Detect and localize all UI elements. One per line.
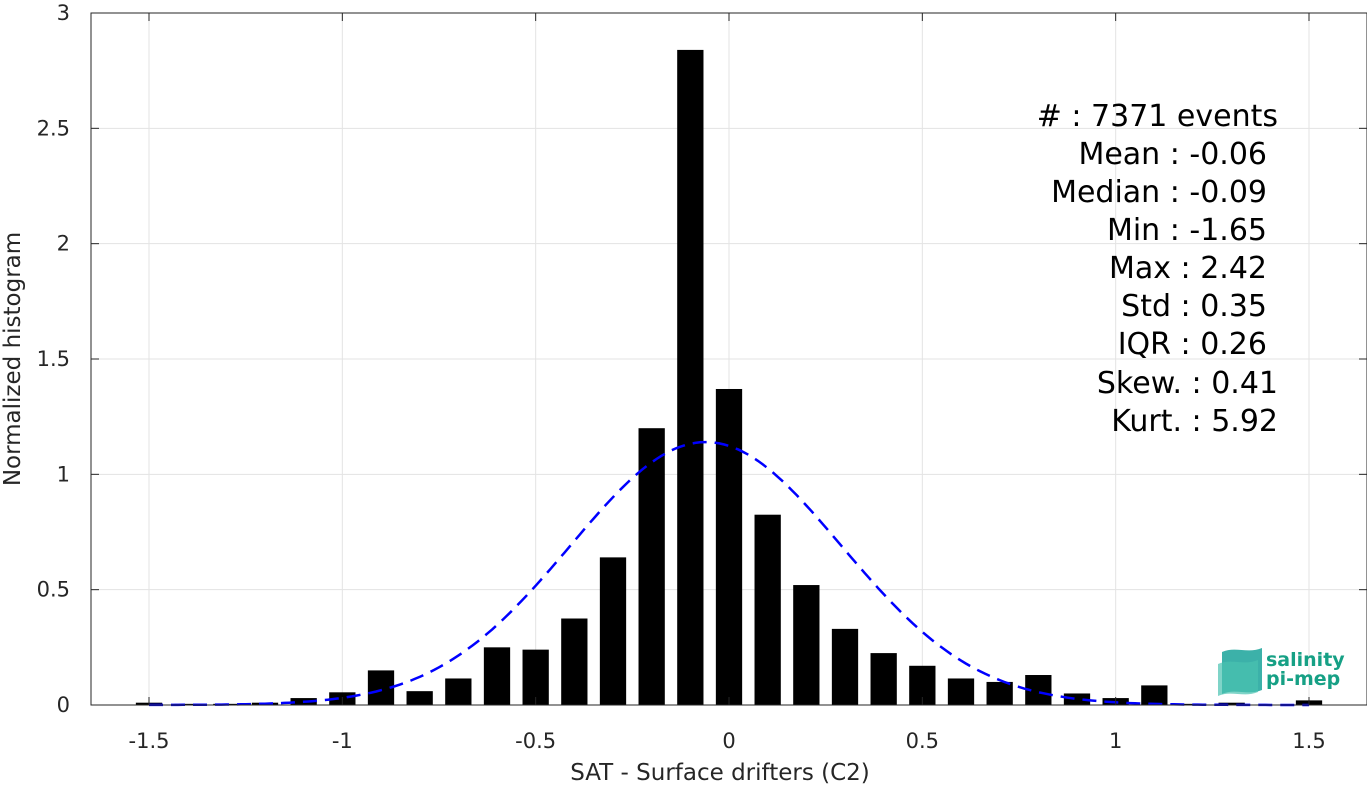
- logo-line1: salinity: [1266, 649, 1345, 671]
- y-tick-label: 1.5: [37, 347, 70, 371]
- stat-iqr: IQR : 0.26: [1118, 327, 1267, 362]
- x-tick-label: 1.5: [1292, 729, 1325, 753]
- x-tick-label: -0.5: [515, 729, 556, 753]
- stat-median: Median : -0.09: [1051, 175, 1267, 210]
- x-tick-label: 0.5: [906, 729, 939, 753]
- x-tick-label: -1: [332, 729, 353, 753]
- stat-std: Std : 0.35: [1121, 289, 1267, 324]
- stat-kurt: Kurt. : 5.92: [1111, 404, 1278, 439]
- histogram-bar: [1063, 693, 1091, 705]
- stat-skew: Skew. : 0.41: [1097, 366, 1278, 401]
- salinity-pi-mep-logo: salinity pi-mep: [1218, 648, 1345, 696]
- histogram-bar: [445, 678, 472, 705]
- histogram-bar: [599, 557, 627, 705]
- histogram-bar: [638, 428, 665, 705]
- histogram-bar: [870, 653, 897, 705]
- histogram-bar: [561, 618, 588, 705]
- y-tick-label: 2.5: [37, 116, 70, 140]
- histogram-bar: [793, 585, 820, 705]
- y-tick-labels: 0 0.5 1 1.5 2 2.5 3: [37, 1, 70, 717]
- histogram-bar: [947, 678, 975, 705]
- histogram-bar: [986, 681, 1013, 705]
- x-tick-label: -1.5: [129, 729, 170, 753]
- histogram-bar: [1141, 685, 1168, 705]
- histogram-bar: [522, 649, 549, 705]
- axis-ticks: [91, 12, 1367, 706]
- histogram-bar: [1218, 702, 1245, 705]
- histogram-bar: [754, 514, 781, 705]
- histogram-bar: [831, 628, 859, 705]
- stat-max: Max : 2.42: [1109, 251, 1267, 286]
- histogram-bar: [677, 49, 704, 705]
- y-tick-label: 0.5: [37, 578, 70, 602]
- histogram-bar: [406, 691, 433, 705]
- y-axis-label: Normalized histogram: [0, 232, 26, 486]
- stats-box: # : 7371 events Mean : -0.06 Median : -0…: [1037, 99, 1278, 439]
- logo-line2: pi-mep: [1266, 668, 1340, 690]
- stat-mean: Mean : -0.06: [1078, 137, 1267, 172]
- histogram-bar: [483, 647, 511, 705]
- y-tick-label: 1: [57, 462, 70, 486]
- stat-events: # : 7371 events: [1037, 99, 1278, 134]
- logo-wave-icon: [1218, 648, 1262, 696]
- x-tick-label: 0: [722, 729, 735, 753]
- x-axis-label: SAT - Surface drifters (C2): [570, 760, 870, 785]
- x-tick-labels: -1.5 -1 -0.5 0 0.5 1 1.5: [129, 729, 1326, 753]
- histogram-bar: [715, 388, 743, 705]
- stat-min: Min : -1.65: [1107, 213, 1267, 248]
- histogram-bar: [174, 703, 201, 705]
- y-tick-label: 0: [57, 693, 70, 717]
- y-tick-label: 2: [57, 232, 70, 256]
- y-tick-label: 3: [57, 1, 70, 25]
- x-tick-label: 1: [1109, 729, 1122, 753]
